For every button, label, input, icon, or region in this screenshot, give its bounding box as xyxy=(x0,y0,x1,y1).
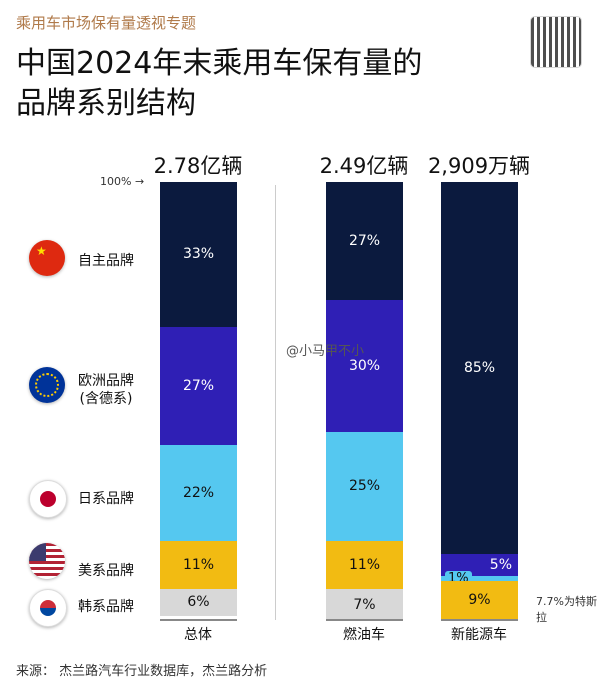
title-line-1: 中国2024年末乘用车保有量的 xyxy=(16,46,423,81)
bar-segment: 9% xyxy=(441,580,518,620)
source-note: 来源： 杰兰路汽车行业数据库，杰兰路分析 xyxy=(16,664,268,679)
eu-flag-icon xyxy=(29,367,65,403)
data-label: 85% xyxy=(463,360,496,377)
data-label: 25% xyxy=(348,478,381,495)
bar-segment: 30% xyxy=(326,300,403,432)
bar-segment: 7% xyxy=(326,589,403,620)
category-label: 总体 xyxy=(184,627,212,643)
data-label: 9% xyxy=(468,592,491,609)
data-label: 11% xyxy=(182,557,215,574)
bar-segment: 6% xyxy=(160,589,237,616)
data-label: 22% xyxy=(182,484,215,501)
total-label: 2.78亿辆 xyxy=(153,154,243,178)
data-label: 7% xyxy=(353,596,376,613)
legend-label: 欧洲品牌 (含德系) xyxy=(78,373,134,407)
korea-flag-icon xyxy=(29,589,67,627)
usa-flag-icon xyxy=(29,543,65,579)
total-label: 2,909万辆 xyxy=(427,154,531,178)
legend-label: 自主品牌 xyxy=(78,253,134,269)
watermark: @小马甲不小 xyxy=(286,344,365,359)
category-label: 新能源车 xyxy=(451,627,507,643)
data-label: 6% xyxy=(187,594,210,611)
data-label: 33% xyxy=(182,246,215,263)
category-label: 燃油车 xyxy=(343,627,385,643)
data-label: 30% xyxy=(348,357,381,374)
bar-segment: 25% xyxy=(326,431,403,542)
bar-segment: 11% xyxy=(160,541,237,590)
bar-segment: 27% xyxy=(160,326,237,445)
data-label: 27% xyxy=(182,377,215,394)
bar-segment: 11% xyxy=(326,541,403,590)
china-flag-icon: ★ xyxy=(29,240,65,276)
page-title: 中国2024年末乘用车保有量的 品牌系别结构 xyxy=(16,44,422,124)
legend-label: 美系品牌 xyxy=(78,563,134,579)
legend-label: 日系品牌 xyxy=(78,491,134,507)
axis-marker: 100% → xyxy=(100,175,145,188)
japan-flag-icon xyxy=(29,480,67,518)
legend-label: 韩系品牌 xyxy=(78,599,134,615)
bar-segment: 85% xyxy=(441,182,518,555)
bar-segment: 5% xyxy=(441,554,518,577)
bar-segment: 33% xyxy=(160,182,237,327)
bar-segment: 27% xyxy=(326,182,403,301)
title-line-2: 品牌系别结构 xyxy=(16,86,196,121)
qr-code xyxy=(530,16,582,68)
data-label: 5% xyxy=(489,557,512,574)
bar-baseline xyxy=(441,619,518,621)
data-label: 27% xyxy=(348,233,381,250)
subtitle: 乘用车市场保有量透视专题 xyxy=(16,14,197,32)
bar-segment: 22% xyxy=(160,444,237,542)
total-label: 2.49亿辆 xyxy=(319,154,409,178)
bar-baseline xyxy=(160,619,237,621)
tesla-annotation: 7.7%为特斯拉 xyxy=(536,595,597,624)
bar-baseline xyxy=(326,619,403,621)
divider xyxy=(275,185,276,620)
data-label: 11% xyxy=(348,557,381,574)
